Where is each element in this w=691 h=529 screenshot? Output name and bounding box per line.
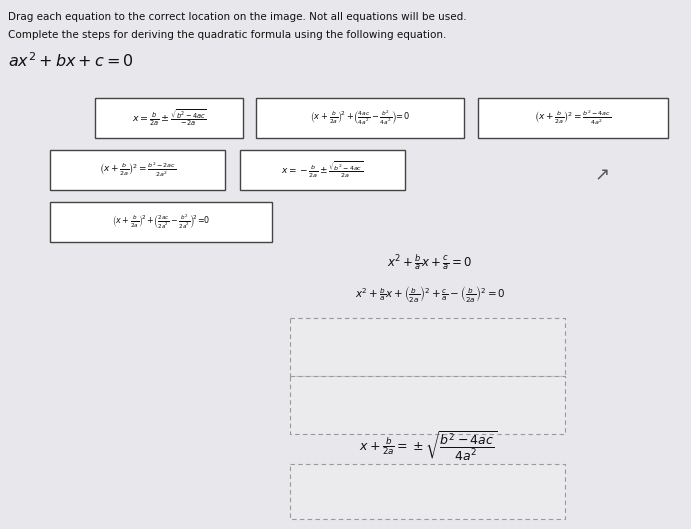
Bar	[95, 98, 243, 138]
Text: $x^2 + \frac{b}{a}x + \left(\frac{b}{2a}\right)^2 + \frac{c}{a} - \left(\frac{b}: $x^2 + \frac{b}{a}x + \left(\frac{b}{2a}…	[354, 284, 505, 304]
Text: $ax^2 + bx + c = 0$: $ax^2 + bx + c = 0$	[8, 52, 134, 71]
Text: $x = -\frac{b}{2a} \pm \frac{\sqrt{b^2-4ac}}{2a}$: $x = -\frac{b}{2a} \pm \frac{\sqrt{b^2-4…	[281, 160, 363, 180]
Bar	[290, 318, 565, 376]
Text: $x + \frac{b}{2a} = \pm\sqrt{\dfrac{b^2 - 4ac}{4a^2}}$: $x + \frac{b}{2a} = \pm\sqrt{\dfrac{b^2 …	[359, 430, 498, 463]
Text: $\left(x+\frac{b}{2a}\right)^{\!2}=\frac{b^2-2ac}{2a^2}$: $\left(x+\frac{b}{2a}\right)^{\!2}=\frac…	[99, 161, 176, 179]
Bar	[290, 376, 565, 434]
Bar	[290, 464, 565, 519]
Bar	[50, 202, 272, 242]
Text: $\left(x+\frac{b}{2a}\right)^{\!2}+\!\left(\frac{2ac}{2a^2}-\frac{b^2}{2a^2}\rig: $\left(x+\frac{b}{2a}\right)^{\!2}+\!\le…	[112, 213, 210, 231]
Text: $\left(x+\frac{b}{2a}\right)^{\!2}+\!\left(\frac{4ac}{4a^2}-\frac{b^2}{4a^2}\rig: $\left(x+\frac{b}{2a}\right)^{\!2}+\!\le…	[310, 109, 410, 127]
Text: $\left(x+\frac{b}{2a}\right)^{\!2}=\frac{b^2-4ac}{4a^2}$: $\left(x+\frac{b}{2a}\right)^{\!2}=\frac…	[534, 108, 612, 127]
Text: $x^2 + \frac{b}{a}x + \frac{c}{a} = 0$: $x^2 + \frac{b}{a}x + \frac{c}{a} = 0$	[387, 252, 473, 272]
Bar	[240, 150, 405, 190]
Text: Complete the steps for deriving the quadratic formula using the following equati: Complete the steps for deriving the quad…	[8, 30, 446, 40]
Text: $x = \frac{b}{2a} \pm \frac{\sqrt{b^2-4ac}}{-2a}$: $x = \frac{b}{2a} \pm \frac{\sqrt{b^2-4a…	[131, 108, 207, 129]
Bar	[256, 98, 464, 138]
Bar	[50, 150, 225, 190]
Text: Drag each equation to the correct location on the image. Not all equations will : Drag each equation to the correct locati…	[8, 12, 466, 22]
Bar	[478, 98, 668, 138]
Text: $\nearrow$: $\nearrow$	[591, 166, 609, 184]
